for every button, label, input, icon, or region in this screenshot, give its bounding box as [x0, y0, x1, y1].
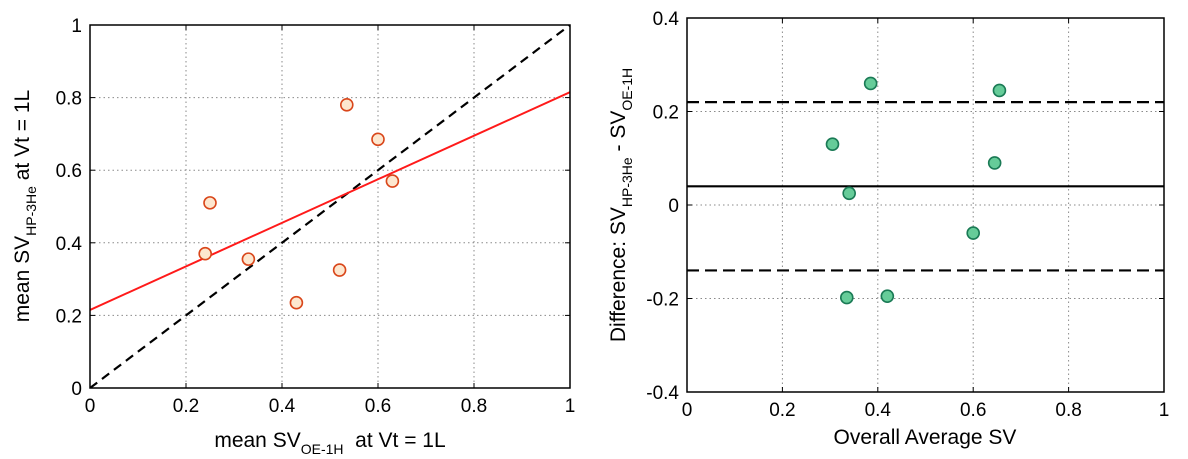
y-tick-label: 0.2: [56, 306, 82, 327]
x-tick-label: 0.6: [365, 396, 391, 417]
right-grid: [687, 18, 1164, 392]
left-y-axis-label: mean SVHP-3He at Vt = 1L: [11, 90, 39, 323]
left-grid: [90, 25, 570, 388]
data-point: [385, 174, 400, 188]
y-tick-label: 0: [71, 379, 82, 400]
data-point: [241, 252, 256, 266]
data-point: [880, 289, 895, 303]
left-lines: [90, 25, 570, 388]
data-point: [825, 137, 840, 152]
data-point: [966, 226, 981, 240]
y-tick-label: 0.8: [56, 89, 82, 110]
data-point: [198, 246, 212, 261]
right-ticks: 0 0.2 0.4 0.6 0.8 1 -0.4 -0.2 0 0.2 0.4: [646, 9, 1169, 421]
data-point: [987, 156, 1002, 170]
data-point: [839, 290, 854, 305]
right-lines: [687, 101, 1164, 272]
y-tick-label: -0.4: [646, 383, 679, 404]
y-tick-label: 1: [71, 16, 82, 37]
identity-line: [90, 25, 570, 388]
regression-line: [90, 91, 570, 311]
x-tick-label: 1: [1159, 400, 1170, 421]
left-ticks: 0 0.2 0.4 0.6 0.8 1 0 0.2 0.4 0.6 0.8 1: [56, 16, 576, 417]
right-y-axis-label: Difference: SVHP-3He - SVOE-1H: [607, 68, 635, 342]
data-point: [203, 196, 217, 210]
left-points: [198, 98, 400, 310]
x-tick-label: 0: [682, 400, 693, 421]
left-axes-box: [89, 24, 571, 389]
left-x-axis-label: mean SVOE-1H at Vt = 1L: [214, 429, 445, 457]
y-tick-label: 0: [668, 196, 679, 217]
x-tick-label: 0.2: [769, 400, 795, 421]
x-tick-label: 0.4: [269, 396, 296, 417]
x-tick-label: 0.4: [865, 400, 892, 421]
data-point: [332, 263, 347, 277]
y-tick-label: -0.2: [646, 290, 679, 311]
right-points: [825, 76, 1007, 305]
left-chart: 0 0.2 0.4 0.6 0.8 1 0 0.2 0.4 0.6 0.8 1 mean SVOE-1…: [11, 16, 575, 457]
right-chart: 0 0.2 0.4 0.6 0.8 1 -0.4 -0.2 0 0.2 0.4 Overall Av…: [607, 9, 1169, 449]
data-point: [289, 295, 304, 310]
y-tick-label: 0.6: [56, 161, 82, 182]
x-tick-label: 1: [565, 396, 576, 417]
data-point: [842, 186, 856, 201]
data-point: [992, 83, 1007, 98]
x-tick-label: 0.6: [960, 400, 986, 421]
x-tick-label: 0.2: [173, 396, 199, 417]
y-tick-label: 0.4: [56, 234, 83, 255]
data-point: [863, 76, 878, 91]
right-x-axis-label: Overall Average SV: [834, 426, 1017, 449]
x-tick-label: 0.8: [461, 396, 487, 417]
x-tick-label: 0: [85, 396, 96, 417]
y-tick-label: 0.4: [653, 9, 680, 30]
data-point: [371, 132, 385, 147]
x-tick-label: 0.8: [1055, 400, 1081, 421]
data-point: [339, 98, 354, 112]
y-tick-label: 0.2: [653, 103, 679, 124]
